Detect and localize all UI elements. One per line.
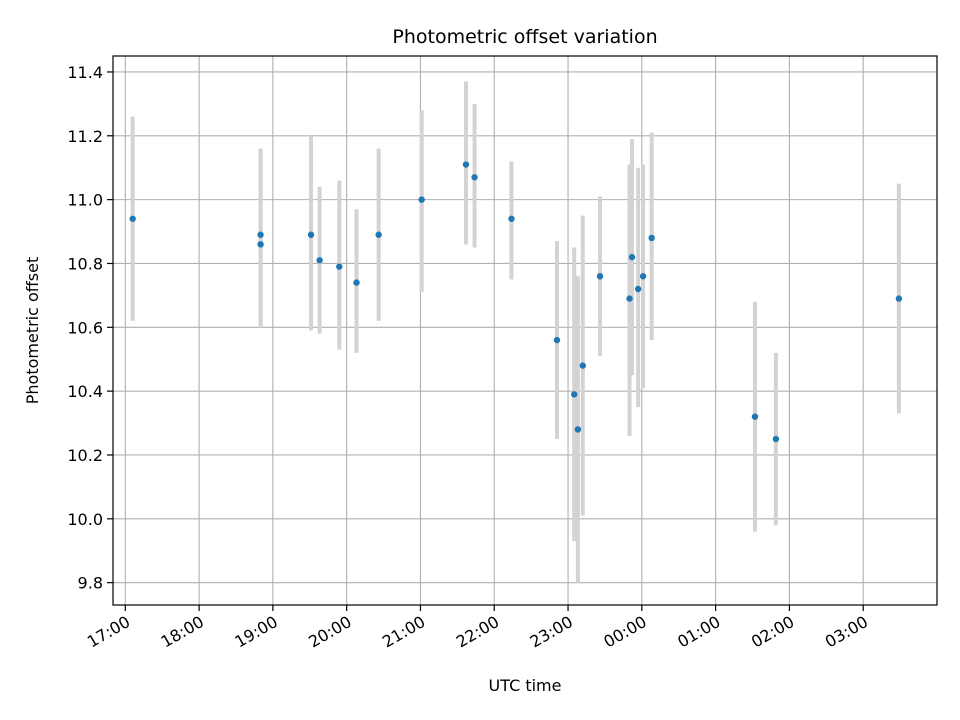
data-point (574, 426, 582, 433)
data-point (553, 336, 561, 344)
x-tick-label: 02:00 (748, 612, 797, 652)
y-tick-label: 11.0 (67, 191, 103, 210)
data-point (418, 196, 425, 203)
y-tick-label: 10.6 (67, 318, 103, 337)
data-point (579, 362, 587, 369)
y-tick-label: 11.4 (67, 63, 103, 82)
x-tick-label: 18:00 (158, 612, 207, 652)
x-tick-label: 21:00 (379, 612, 428, 652)
x-tick-label: 23:00 (527, 612, 576, 652)
x-tick-label: 19:00 (231, 612, 280, 652)
chart-title: Photometric offset variation (392, 26, 657, 48)
y-tick-label: 11.2 (67, 127, 103, 146)
point-layer (129, 161, 903, 443)
data-point (129, 215, 136, 222)
y-tick-label: 10.4 (67, 382, 103, 401)
data-point (648, 234, 655, 242)
data-point (257, 231, 264, 238)
data-point (257, 241, 264, 248)
data-point (628, 253, 636, 261)
y-axis-label: Photometric offset (23, 257, 42, 405)
data-point (634, 285, 642, 293)
data-point (895, 295, 903, 302)
x-tick-label: 17:00 (84, 612, 133, 652)
x-tick-label: 01:00 (674, 612, 723, 652)
x-tick-label: 03:00 (822, 612, 871, 652)
data-point (307, 231, 315, 238)
data-point (772, 435, 780, 443)
data-point (336, 263, 343, 270)
y-tick-label: 10.0 (67, 510, 103, 529)
x-tick-label: 00:00 (600, 612, 649, 652)
data-point (639, 273, 647, 280)
y-tick-label: 10.2 (67, 446, 103, 465)
data-point (462, 161, 470, 168)
data-point (570, 391, 578, 398)
x-tick-label: 20:00 (305, 612, 354, 652)
y-tick-label: 10.8 (67, 254, 103, 273)
data-point (375, 231, 382, 238)
data-point (316, 257, 323, 264)
data-point (596, 273, 604, 280)
y-axis-ticks: 9.8 10.0 10.2 10.4 10.6 10.8 11.0 11.2 11.4 (67, 63, 113, 593)
x-tick-label: 22:00 (453, 612, 502, 652)
x-axis-label: UTC time (489, 676, 562, 695)
grid-layer (113, 56, 937, 605)
data-point (471, 174, 478, 181)
plot-frame (112, 55, 938, 606)
x-axis-ticks: 17:00 18:00 19:00 20:00 21:00 22:00 23:00 00:00… (84, 605, 871, 652)
errorbar-layer (130, 81, 901, 583)
data-point (751, 413, 759, 420)
data-point (626, 295, 633, 302)
data-point (353, 279, 360, 286)
data-point (508, 215, 515, 222)
y-tick-label: 9.8 (78, 574, 103, 593)
